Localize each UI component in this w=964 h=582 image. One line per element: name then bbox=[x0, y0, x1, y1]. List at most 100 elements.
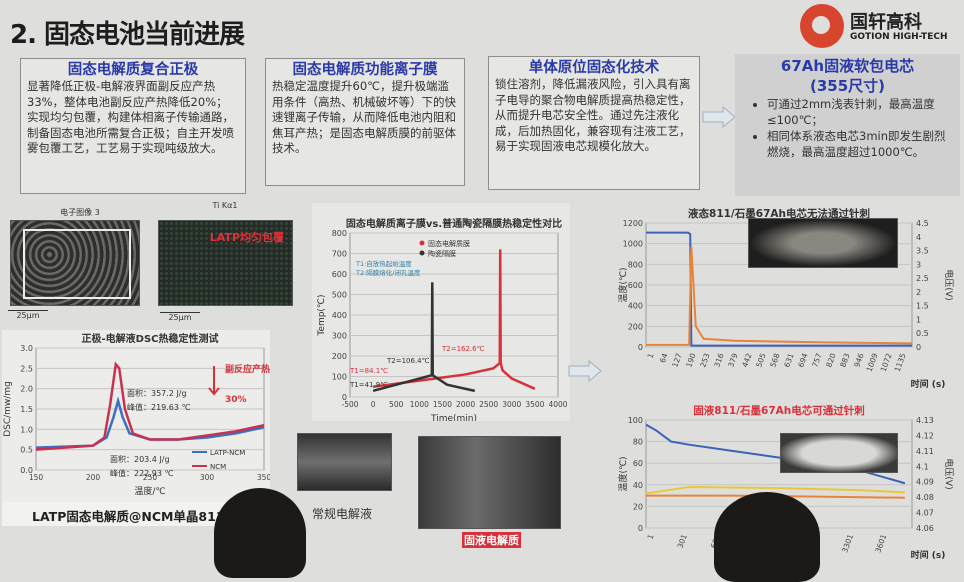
chart-title: 正极-电解液DSC热稳定性测试 bbox=[82, 332, 219, 345]
series-line-固态电解质膜 bbox=[372, 249, 536, 390]
y-tick-label: 600 bbox=[332, 270, 347, 279]
y2-tick-label: 4.06 bbox=[916, 524, 934, 533]
y-tick-label: 800 bbox=[628, 260, 643, 269]
x-tick-label: 500 bbox=[389, 400, 404, 409]
x-tick-label: 253 bbox=[698, 352, 711, 369]
y2-tick-label: 4.5 bbox=[916, 219, 929, 228]
scale-bar: 25μm bbox=[8, 310, 48, 320]
box-body: 热稳定温度提升60℃，提升极端滥用条件（高热、机械破坏等）下的快速锂离子传输，从… bbox=[272, 79, 456, 155]
thermal-stability-chart: 固态电解质离子膜vs.普通陶瓷隔膜热稳定性对比 0 100 200 300 400 500 6… bbox=[312, 203, 570, 421]
chart-title: 固液811/石墨67Ah电芯可通过针刺 bbox=[693, 404, 864, 417]
y-tick-label: 20 bbox=[633, 502, 643, 511]
y2-tick-label: 3 bbox=[916, 260, 921, 269]
y2-tick-label: 2 bbox=[916, 288, 921, 297]
x-tick-label: 1072 bbox=[879, 352, 894, 373]
y-tick-label: 400 bbox=[332, 311, 347, 320]
cell-bullet: 可通过2mm浅表针刺，最高温度≤100℃； bbox=[767, 96, 954, 128]
y-tick-label: 700 bbox=[332, 250, 347, 259]
x-tick-label: 300 bbox=[200, 473, 215, 482]
edx-overlay-label: LATP均匀包覆 bbox=[209, 231, 284, 244]
x-tick-label: 883 bbox=[838, 352, 851, 369]
y2-tick-label: 4.08 bbox=[916, 493, 934, 502]
x-tick-label: 1009 bbox=[865, 352, 880, 373]
y2-tick-label: 0.5 bbox=[916, 329, 929, 338]
legend-annotation: T2:隔膜熔化/闭孔温度 bbox=[355, 268, 421, 277]
x-axis-label: 时间 (s) bbox=[911, 378, 946, 390]
page-title: 2. 固态电池当前进展 bbox=[10, 20, 245, 50]
y-tick-label: 40 bbox=[633, 481, 643, 490]
box-title: 固态电解质功能离子膜 bbox=[292, 62, 438, 78]
series-line-temp bbox=[646, 246, 913, 346]
y-tick-label: 3.0 bbox=[20, 344, 33, 353]
down-arrow-icon bbox=[208, 366, 220, 396]
x-tick-label: 3601 bbox=[873, 533, 888, 554]
series-line-voltage bbox=[646, 231, 912, 347]
y-tick-label: 0 bbox=[638, 343, 643, 352]
y2-tick-label: 2.5 bbox=[916, 274, 929, 283]
box-body: 锁住溶剂，降低漏液风险，引入具有离子电导的聚合物电解质提高热稳定性，从而提升电芯… bbox=[495, 77, 691, 153]
y-tick-label: 300 bbox=[332, 332, 347, 341]
series-line-NCM bbox=[35, 361, 265, 451]
legend-annotation: T1:自放热起始温度 bbox=[355, 259, 412, 268]
edx-label: Ti Kα1 bbox=[212, 201, 238, 210]
cell-title: 67Ah固液软包电芯 bbox=[780, 57, 915, 75]
y-tick-label: 200 bbox=[332, 352, 347, 361]
y-tick-label: 0.5 bbox=[20, 446, 33, 455]
box-body: 显著降低正极-电解液界面副反应产热33%，整体电池副反应产热降低20%；实现均匀… bbox=[27, 79, 234, 155]
y-tick-label: 2.5 bbox=[20, 364, 33, 373]
y2-tick-label: 1.5 bbox=[916, 302, 929, 311]
feature-box-composite-cathode: 固态电解质复合正极 显著降低正极-电解液界面副反应产热33%，整体电池副反应产热… bbox=[20, 58, 246, 194]
feature-box-in-situ-solidification: 单体原位固态化技术 锁住溶剂，降低漏液风险，引入具有离子电导的聚合物电解质提高热… bbox=[488, 56, 700, 190]
temperature-annotation: T2=106.4℃ bbox=[386, 357, 430, 365]
x-axis-label: 温度/℃ bbox=[134, 485, 165, 497]
right-arrow-icon bbox=[702, 106, 736, 128]
x-tick-label: 820 bbox=[824, 352, 837, 369]
y-tick-label: 800 bbox=[332, 229, 347, 238]
x-tick-label: 250 bbox=[143, 473, 158, 482]
feature-box-ion-membrane: 固态电解质功能离子膜 热稳定温度提升60℃，提升极端滥用条件（高热、机械破坏等）… bbox=[265, 58, 465, 186]
temperature-annotation: T2=162.6℃ bbox=[441, 345, 485, 353]
y-tick-label: 2.0 bbox=[20, 385, 33, 394]
x-tick-label: 3000 bbox=[502, 400, 521, 409]
y-axis-label: Temp(℃) bbox=[317, 294, 327, 336]
y-tick-label: 100 bbox=[628, 416, 643, 425]
dsc-chart: 正极-电解液DSC热稳定性测试 0.0 0.5 1.0 1.5 2.0 2.5 3.0 150 2… bbox=[2, 330, 270, 502]
legend-marker bbox=[419, 240, 425, 246]
y2-tick-label: 4.12 bbox=[916, 431, 934, 440]
audience-head bbox=[214, 488, 306, 578]
y2-tick-label: 4.1 bbox=[916, 462, 929, 471]
y-tick-label: 60 bbox=[633, 459, 643, 468]
y2-tick-label: 4.13 bbox=[916, 416, 934, 425]
logo-text-cn: 国轩高科 bbox=[850, 12, 922, 33]
temperature-annotation: T1=84.1℃ bbox=[349, 367, 388, 375]
cell-subtitle: (355尺寸) bbox=[809, 77, 886, 95]
photo-label: 常规电解液 bbox=[312, 507, 373, 521]
y-tick-label: 500 bbox=[332, 291, 347, 300]
selection-rectangle bbox=[23, 229, 131, 299]
x-tick-label: 568 bbox=[768, 352, 781, 369]
y2-tick-label: 4.09 bbox=[916, 478, 934, 487]
x-tick-label: 694 bbox=[796, 352, 809, 369]
y2-axis-label: 电压(V) bbox=[943, 269, 955, 300]
x-axis-label: 时间 (s) bbox=[911, 549, 946, 561]
x-tick-label: 1500 bbox=[433, 400, 452, 409]
feature-box-67ah-cell: 67Ah固液软包电芯 (355尺寸) 可通过2mm浅表针刺，最高温度≤100℃；… bbox=[735, 54, 960, 196]
y2-tick-label: 4 bbox=[916, 233, 921, 242]
x-tick-label: 3500 bbox=[525, 400, 544, 409]
y-axis-label: 温度(℃) bbox=[617, 267, 629, 302]
edx-map-image: LATP均匀包覆 bbox=[158, 220, 293, 306]
x-tick-label: -500 bbox=[341, 400, 358, 409]
legend-label: 陶瓷隔膜 bbox=[428, 249, 456, 258]
temperature-annotation: T1=41.9℃ bbox=[349, 381, 388, 389]
sem-image bbox=[10, 220, 140, 306]
y-axis-label: 温度(℃) bbox=[617, 456, 629, 491]
sem-label: 电子图像 3 bbox=[60, 208, 100, 217]
intact-cell-photo bbox=[780, 433, 898, 473]
legend-marker bbox=[419, 250, 425, 256]
company-logo: 国轩高科 GOTION HIGH-TECH bbox=[800, 4, 960, 52]
x-tick-label: 200 bbox=[86, 473, 101, 482]
x-tick-label: 1135 bbox=[893, 352, 908, 373]
y-tick-label: 1.5 bbox=[20, 405, 33, 414]
peak-annotation: 峰值：222.93 ℃ bbox=[110, 468, 174, 478]
x-tick-label: 316 bbox=[712, 352, 725, 369]
